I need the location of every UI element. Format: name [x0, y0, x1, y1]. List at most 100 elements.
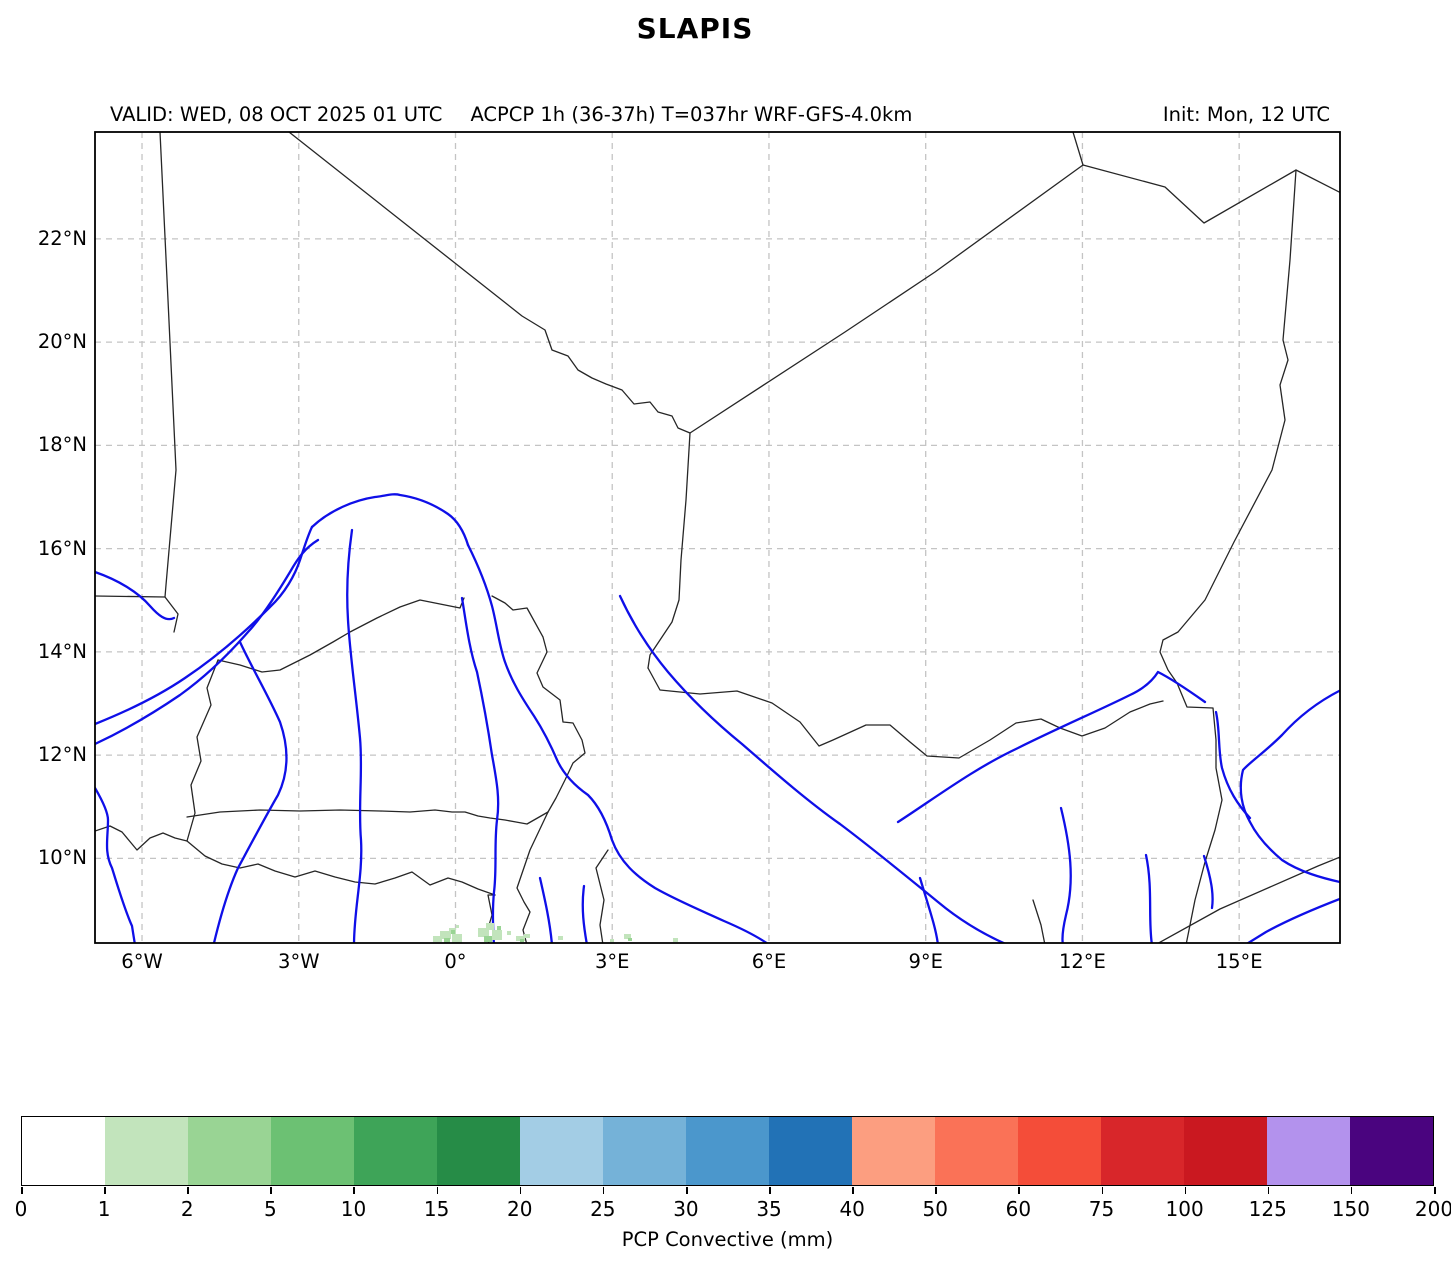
- river: [466, 543, 769, 943]
- colorbar-tick-label: 30: [673, 1197, 699, 1221]
- country-border: [647, 667, 1164, 759]
- colorbar-tick-mark: [436, 1187, 439, 1194]
- colorbar-tick-mark: [1018, 1187, 1020, 1194]
- x-tick-label: 3°W: [278, 950, 320, 973]
- colorbar-tick-mark: [270, 1187, 272, 1194]
- y-tick-label: 20°N: [37, 330, 87, 354]
- colorbar-tick-label: 35: [756, 1197, 782, 1221]
- colorbar-segment: [105, 1117, 188, 1185]
- river: [95, 538, 320, 746]
- colorbar-tick-label: 40: [839, 1197, 865, 1221]
- country-border: [516, 811, 549, 943]
- country-border: [1159, 169, 1297, 943]
- precip-cell: [456, 925, 459, 928]
- river: [95, 525, 314, 726]
- colorbar-segment: [686, 1117, 769, 1185]
- colorbar-tick-label: 2: [180, 1197, 194, 1221]
- precip-cell: [452, 934, 462, 943]
- colorbar-segment: [22, 1117, 105, 1185]
- colorbar-segment: [1018, 1117, 1101, 1185]
- country-border: [1072, 132, 1084, 166]
- river: [1246, 897, 1340, 943]
- precip-cell: [524, 934, 530, 938]
- colorbar-segment: [1101, 1117, 1184, 1185]
- colorbar-segment: [437, 1117, 520, 1185]
- colorbar-tick-label: 5: [263, 1197, 277, 1221]
- country-border: [491, 595, 586, 813]
- colorbar-tick-mark: [21, 1187, 23, 1194]
- precip-cell: [492, 930, 502, 940]
- colorbar-tick-mark: [769, 1187, 771, 1194]
- river: [346, 528, 363, 943]
- precip-cell: [516, 936, 525, 941]
- country-border: [1082, 164, 1340, 224]
- colorbar-segment: [1267, 1117, 1350, 1185]
- map-frame: [94, 131, 1341, 944]
- country-border: [186, 659, 219, 842]
- river: [95, 786, 136, 943]
- figure-title: SLAPIS: [636, 12, 754, 45]
- precip-cell: [478, 928, 489, 937]
- x-tick-label: 12°E: [1058, 950, 1106, 973]
- country-border: [647, 432, 691, 669]
- precip-cell: [484, 936, 492, 942]
- colorbar-tick-mark: [519, 1187, 522, 1194]
- precip-layer: [433, 923, 678, 943]
- colorbar-tick-mark: [1267, 1187, 1270, 1194]
- precip-cell: [628, 938, 632, 941]
- colorbar-tick-mark: [104, 1187, 106, 1194]
- init-time-text: Init: Mon, 12 UTC: [1162, 103, 1330, 126]
- river: [1214, 710, 1252, 820]
- river: [1059, 806, 1072, 943]
- colorbar-tick-label: 100: [1165, 1197, 1204, 1221]
- colorbar-segment: [271, 1117, 354, 1185]
- precip-cell: [451, 930, 455, 934]
- precip-cell: [507, 931, 511, 935]
- colorbar: [21, 1116, 1434, 1186]
- colorbar-tick-mark: [602, 1187, 605, 1194]
- model-info-text: ACPCP 1h (36-37h) T=037hr WRF-GFS-4.0km: [470, 103, 913, 126]
- river: [918, 876, 939, 943]
- colorbar-tick-label: 125: [1248, 1197, 1287, 1221]
- colorbar-tick-label: 50: [922, 1197, 949, 1221]
- colorbar-tick-label: 10: [340, 1197, 367, 1221]
- river: [581, 884, 588, 943]
- river: [212, 640, 288, 943]
- precip-cell: [486, 923, 494, 930]
- y-tick-label: 14°N: [37, 639, 87, 663]
- country-border: [689, 164, 1084, 434]
- colorbar-tick-label: 1: [97, 1197, 111, 1221]
- x-tick-label: 6°W: [121, 950, 163, 973]
- colorbar-tick-mark: [187, 1187, 189, 1194]
- colorbar-tick-mark: [1101, 1187, 1104, 1194]
- colorbar-segment: [935, 1117, 1018, 1185]
- precip-cell: [433, 936, 442, 942]
- country-border: [595, 849, 609, 943]
- y-tick-label: 16°N: [37, 536, 87, 560]
- precip-cell: [558, 936, 563, 940]
- country-border: [95, 595, 166, 598]
- colorbar-tick-mark: [1184, 1187, 1187, 1194]
- country-border: [288, 132, 691, 434]
- colorbar-segment: [1350, 1117, 1433, 1185]
- river: [618, 594, 1007, 943]
- river: [1202, 854, 1214, 910]
- header-left: VALID: WED, 08 OCT 2025 01 UTC ACPCP 1h (…: [110, 103, 912, 126]
- precip-cell: [497, 926, 501, 930]
- country-border: [217, 597, 465, 673]
- precip-cell: [610, 939, 614, 942]
- y-tick-label: 18°N: [37, 433, 87, 457]
- colorbar-tick-label: 0: [14, 1197, 28, 1221]
- river: [310, 493, 470, 547]
- colorbar-tick-label: 20: [506, 1197, 533, 1221]
- y-tick-label: 12°N: [37, 743, 87, 767]
- colorbar-segment: [354, 1117, 437, 1185]
- y-tick-label: 10°N: [37, 846, 87, 870]
- country-border: [159, 132, 179, 633]
- colorbar-segment: [520, 1117, 603, 1185]
- x-tick-label: 15°E: [1215, 950, 1263, 973]
- country-borders: [95, 132, 1340, 943]
- country-border: [95, 825, 496, 896]
- colorbar-segment: [1184, 1117, 1267, 1185]
